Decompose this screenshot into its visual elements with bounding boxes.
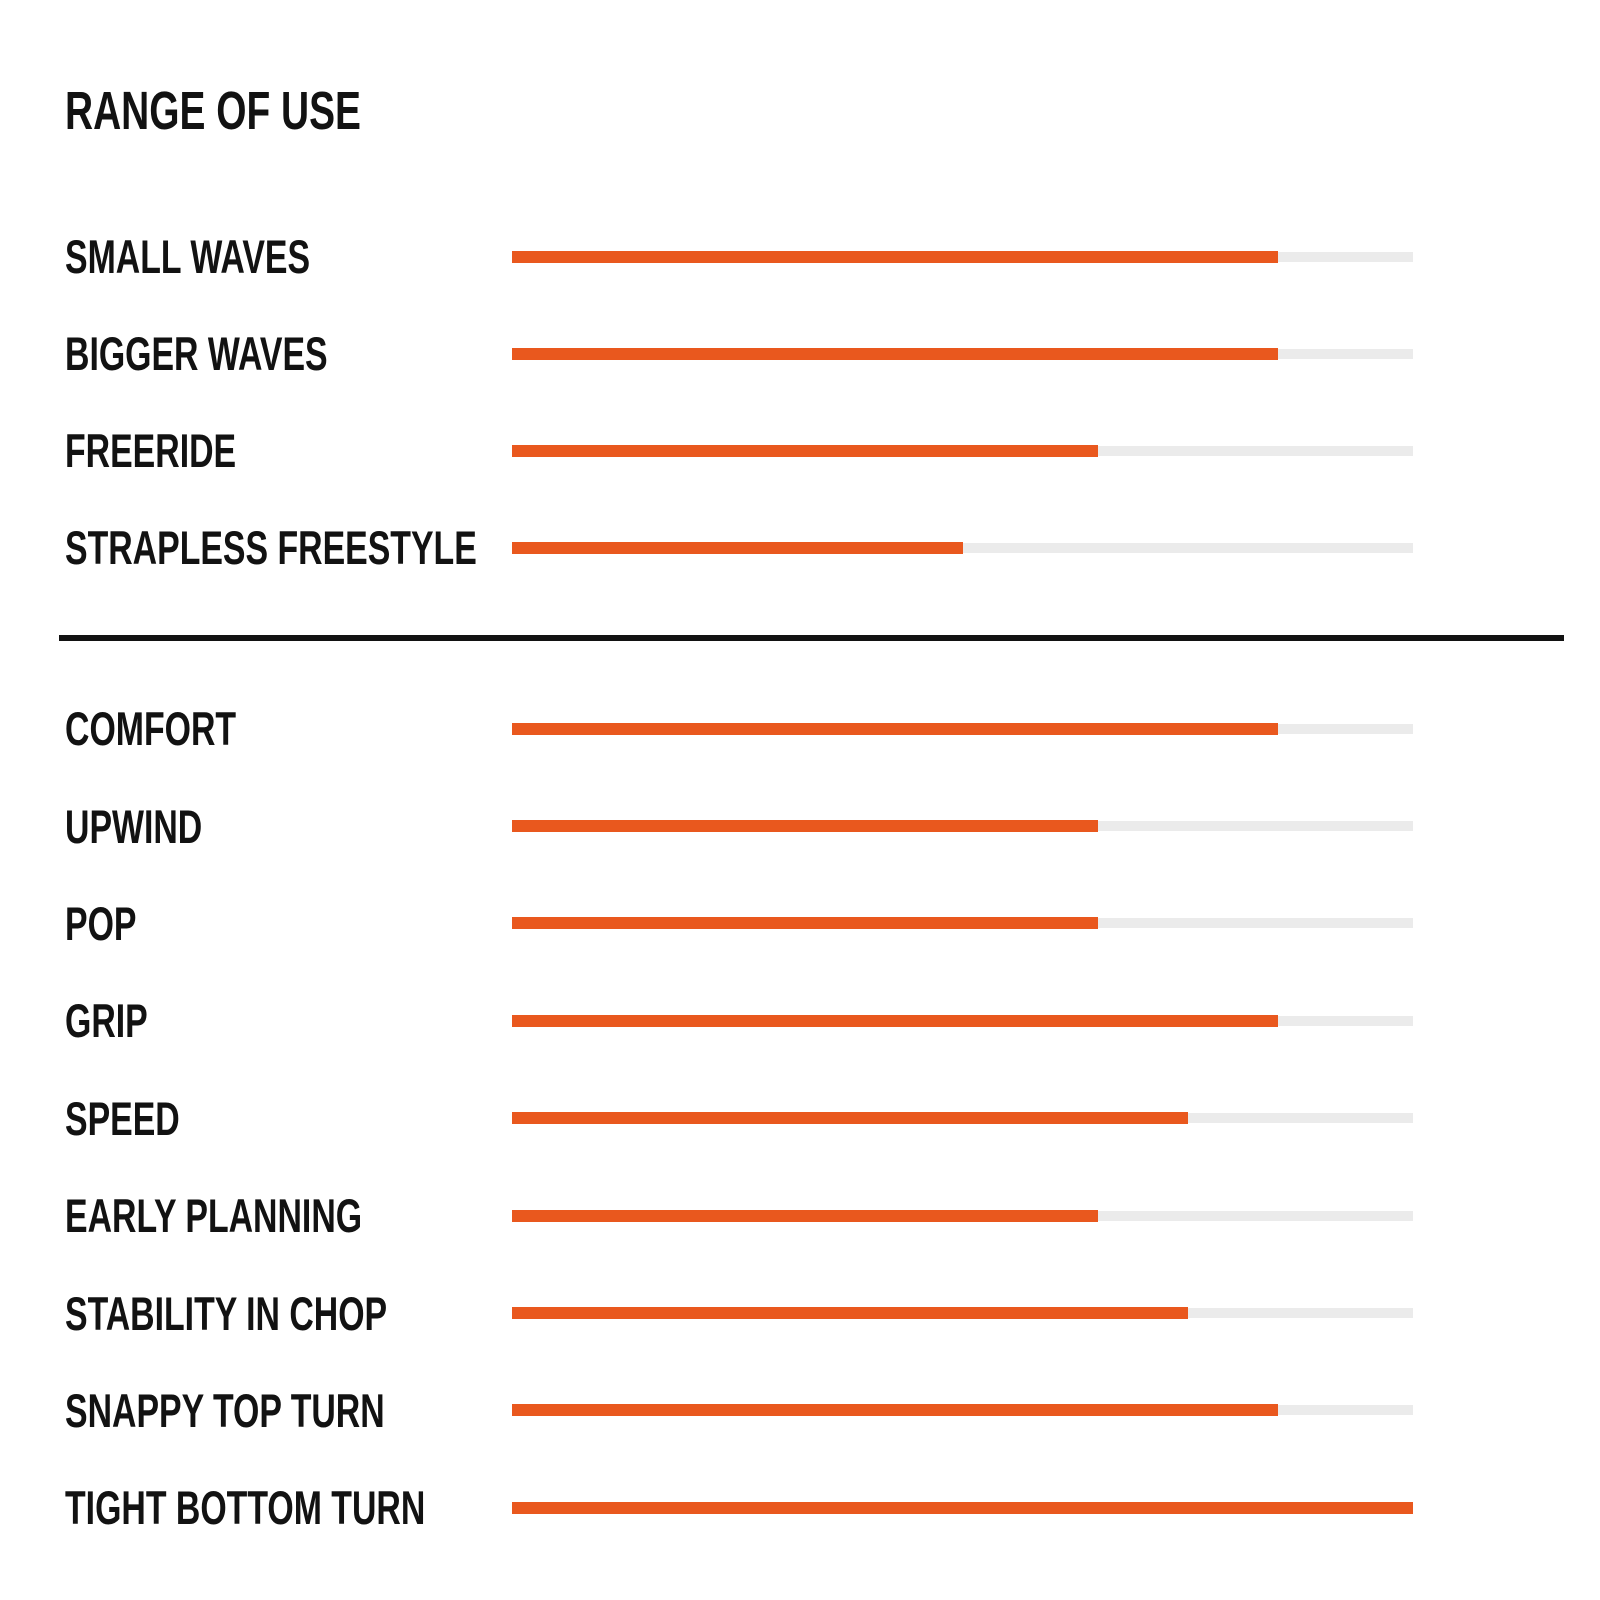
bar [512, 1209, 1413, 1222]
row-label: SMALL WAVES [65, 233, 512, 280]
bar [512, 1501, 1413, 1514]
page-title: RANGE OF USE [65, 84, 476, 138]
row-label-text: UPWIND [65, 799, 203, 853]
row-label: TIGHT BOTTOM TURN [65, 1484, 512, 1531]
row-label: SPEED [65, 1095, 512, 1142]
row-label-text: STRAPLESS FREESTYLE [65, 521, 477, 574]
bar-fill [512, 1307, 1188, 1320]
bar-fill [512, 1209, 1098, 1222]
row-label: POP [65, 900, 512, 947]
chart-row: SMALL WAVES [0, 208, 1600, 305]
row-label: STABILITY IN CHOP [65, 1290, 512, 1337]
row-label: UPWIND [65, 803, 512, 850]
row-label-text: COMFORT [65, 702, 237, 756]
bar-fill [512, 1014, 1278, 1027]
row-label: SNAPPY TOP TURN [65, 1387, 512, 1434]
row-label-text: GRIP [65, 994, 148, 1048]
chart-row: STABILITY IN CHOP [0, 1264, 1600, 1361]
bar-fill [512, 1501, 1413, 1514]
row-label: GRIP [65, 997, 512, 1044]
row-label-text: SPEED [65, 1091, 180, 1145]
chart-row: POP [0, 875, 1600, 972]
bar-fill [512, 1404, 1278, 1417]
row-label: EARLY PLANNING [65, 1192, 512, 1239]
section-divider [59, 635, 1564, 641]
bar [512, 917, 1413, 930]
row-label: FREERIDE [65, 427, 512, 474]
row-label: COMFORT [65, 705, 512, 752]
bar [512, 250, 1413, 263]
bar [512, 347, 1413, 360]
bar-track [512, 542, 1413, 553]
section-characteristics: COMFORT UPWIND POP GRIP [0, 680, 1600, 1557]
bar-fill [512, 250, 1278, 263]
chart-row: TIGHT BOTTOM TURN [0, 1459, 1600, 1556]
bar [512, 541, 1413, 554]
bar [512, 722, 1413, 735]
page-title-text: RANGE OF USE [65, 81, 361, 141]
chart-row: STRAPLESS FREESTYLE [0, 499, 1600, 596]
bar-fill [512, 722, 1278, 735]
row-label-text: FREERIDE [65, 424, 237, 477]
bar-fill [512, 347, 1278, 360]
bar [512, 1307, 1413, 1320]
bar-fill [512, 541, 963, 554]
chart-row: SNAPPY TOP TURN [0, 1362, 1600, 1459]
bar-fill [512, 1112, 1188, 1125]
row-label-text: STABILITY IN CHOP [65, 1286, 388, 1340]
section-range-of-use: SMALL WAVES BIGGER WAVES FREERIDE STRAPL… [0, 208, 1600, 596]
chart-row: GRIP [0, 972, 1600, 1069]
chart-row: BIGGER WAVES [0, 305, 1600, 402]
row-label-text: TIGHT BOTTOM TURN [65, 1481, 426, 1535]
row-label-text: POP [65, 896, 137, 950]
row-label-text: EARLY PLANNING [65, 1189, 363, 1243]
bar [512, 1404, 1413, 1417]
chart-row: UPWIND [0, 777, 1600, 874]
row-label: BIGGER WAVES [65, 330, 512, 377]
bar-fill [512, 444, 1098, 457]
bar [512, 1112, 1413, 1125]
bar [512, 444, 1413, 457]
bar-fill [512, 820, 1098, 833]
bar [512, 1014, 1413, 1027]
bar [512, 820, 1413, 833]
row-label-text: BIGGER WAVES [65, 327, 328, 380]
row-label-text: SMALL WAVES [65, 230, 311, 283]
row-label-text: SNAPPY TOP TURN [65, 1383, 385, 1437]
chart-row: SPEED [0, 1070, 1600, 1167]
bar-fill [512, 917, 1098, 930]
chart-row: FREERIDE [0, 402, 1600, 499]
row-label: STRAPLESS FREESTYLE [65, 524, 512, 571]
chart-row: EARLY PLANNING [0, 1167, 1600, 1264]
chart-row: COMFORT [0, 680, 1600, 777]
